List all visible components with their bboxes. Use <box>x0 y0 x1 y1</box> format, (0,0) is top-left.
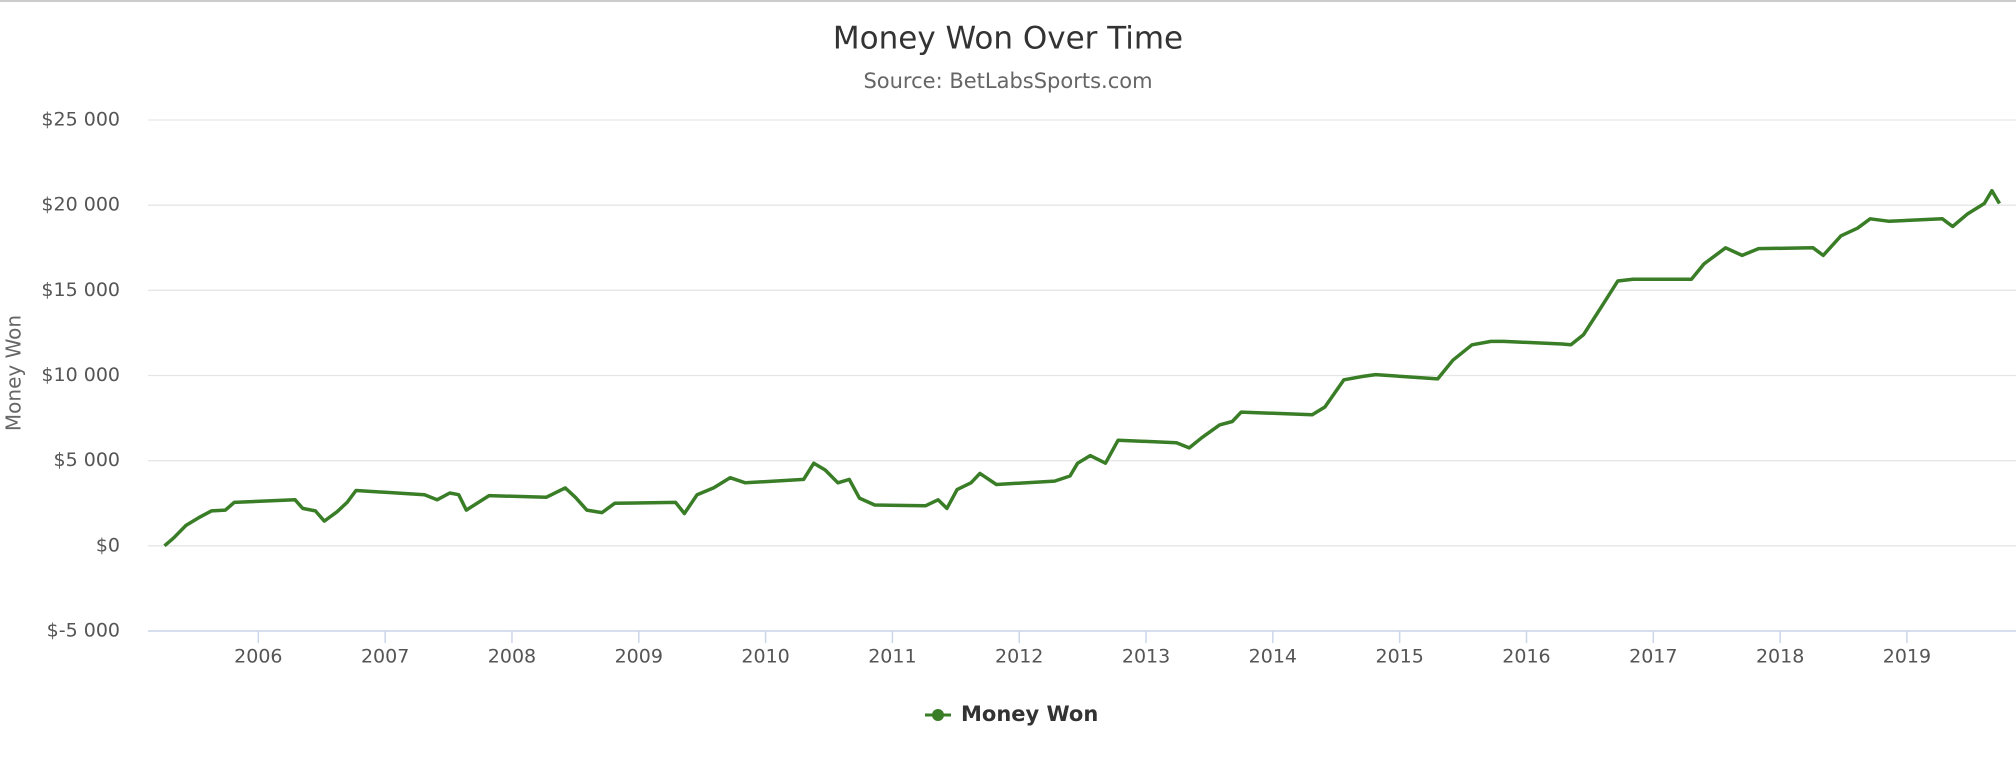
y-tick-label: $20 000 <box>41 194 120 216</box>
x-tick-label: 2010 <box>741 646 789 668</box>
legend-label: Money Won <box>961 702 1098 726</box>
x-tick-label: 2012 <box>995 646 1043 668</box>
data-line <box>163 188 2002 548</box>
x-tick-label: 2007 <box>361 646 409 668</box>
legend-symbol-marker <box>932 709 944 721</box>
x-tick-label: 2006 <box>234 646 282 668</box>
x-tick-label: 2008 <box>488 646 536 668</box>
x-tick-label: 2013 <box>1122 646 1170 668</box>
y-tick-label: $10 000 <box>41 364 120 386</box>
x-tick-label: 2011 <box>868 646 916 668</box>
chart-subtitle: Source: BetLabsSports.com <box>863 69 1152 93</box>
y-tick-label: $5 000 <box>54 449 120 471</box>
y-tick-label: $-5 000 <box>47 620 120 642</box>
x-tick-label: 2016 <box>1502 646 1550 668</box>
x-tick-label: 2018 <box>1756 646 1804 668</box>
y-tick-label: $0 <box>96 534 120 556</box>
chart-title: Money Won Over Time <box>833 21 1183 57</box>
x-tick-label: 2017 <box>1629 646 1677 668</box>
x-tick-label: 2009 <box>615 646 663 668</box>
x-tick-label: 2014 <box>1249 646 1297 668</box>
x-tick-label: 2015 <box>1375 646 1423 668</box>
y-axis-title: Money Won <box>2 315 26 431</box>
x-tick-label: 2019 <box>1883 646 1931 668</box>
y-tick-label: $25 000 <box>41 109 120 131</box>
y-tick-label: $15 000 <box>41 279 120 301</box>
